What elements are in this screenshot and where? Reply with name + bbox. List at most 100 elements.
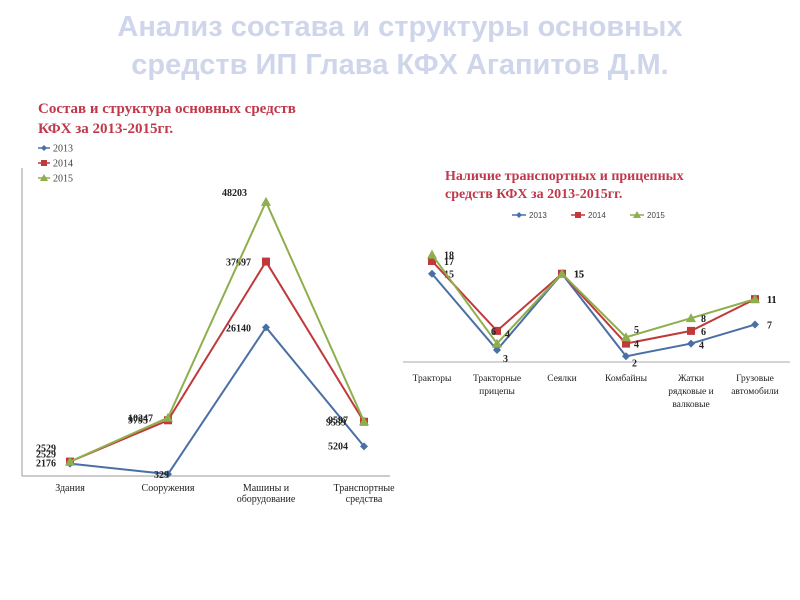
chart1-legend-label: 2013	[53, 144, 73, 155]
chart1-series-line-2013	[69, 325, 365, 476]
chart1-title-line1: Состав и структура основных средств	[38, 101, 296, 117]
chart2-x-tick-label: валковые	[672, 400, 709, 410]
chart1-series: 2176329261405204252997953769795392529102…	[36, 188, 369, 481]
chart2-point-2013	[751, 320, 759, 329]
chart1-data-label-2014: 9795	[128, 415, 148, 426]
chart2-data-label-2015: 18	[444, 251, 454, 262]
slide-title: Анализ состава и структуры основных сред…	[0, 8, 800, 84]
chart2-data-label-2014: 17	[444, 257, 454, 268]
chart2-data-label-2013: 4	[699, 341, 704, 352]
chart1-data-label-2015: 48203	[222, 188, 247, 199]
chart2-point-2015	[621, 332, 631, 342]
chart1-legend-marker	[40, 174, 48, 181]
chart1-x-tick-label: Машины и	[243, 483, 290, 494]
chart1-point-2013	[360, 442, 368, 451]
chart1-data-label-2013: 329	[154, 470, 169, 481]
chart2-point-2015	[427, 249, 437, 259]
chart1-series-line-2015	[69, 199, 365, 463]
chart2-data-label-2014: 6	[491, 327, 496, 338]
chart2-series-line-2014	[431, 260, 756, 345]
chart1-x-tick-label: Транспортные	[333, 483, 395, 494]
chart2-legend-marker	[633, 211, 641, 218]
chart1-legend-marker	[41, 160, 47, 166]
chart2-x-tick-label: прицепы	[479, 387, 515, 397]
chart1-title-line2: КФХ за 2013-2015гг.	[38, 121, 173, 137]
chart1-point-2013	[262, 323, 270, 332]
chart1-legend-marker	[41, 145, 47, 151]
chart2-point-2014	[687, 326, 695, 335]
chart2-axes: Тракторы Тракторные прицепы Сеялки Комбайны Ж…	[403, 361, 790, 410]
chart1-point-2015	[261, 196, 271, 206]
chart2-data-label-2013: 7	[767, 321, 772, 332]
chart2-data-label-2014: 4	[634, 340, 639, 351]
chart2-data-label-2013: 15	[444, 270, 454, 281]
chart1-data-label-2013: 26140	[226, 323, 251, 334]
chart1-data-label-2014: 9539	[326, 418, 346, 429]
chart2-series-line-2013	[431, 272, 756, 358]
chart2-data-label-2015: 5	[634, 325, 639, 336]
chart2-legend-label: 2014	[588, 211, 606, 220]
chart2-point-2013	[493, 345, 501, 354]
chart2-data-label-2013: 3	[503, 354, 508, 365]
chart1-legend-label: 2015	[53, 174, 73, 185]
chart1-data-label-2013: 2176	[36, 459, 56, 470]
chart2-data-label-2014: 11	[767, 295, 776, 306]
chart2-x-tick-label: Комбайны	[605, 373, 648, 384]
chart1-x-tick-label: Здания	[55, 483, 85, 494]
chart1-legend-label: 2014	[53, 159, 73, 170]
chart1-point-2013	[164, 470, 172, 479]
chart2-point-2015	[750, 294, 760, 304]
chart2-data-label-2013: 15	[574, 270, 584, 281]
chart2-x-tick-label: рядковые и	[668, 387, 713, 397]
chart1-x-tick-label: оборудование	[237, 494, 296, 505]
chart1-data-label-2015: 2529	[36, 444, 56, 455]
chart2-x-tick-label: Тракторные	[473, 374, 521, 384]
slide-title-line2: средств ИП Глава КФХ Агапитов Д.М.	[131, 49, 669, 81]
chart1-data-label-2015: 10247	[128, 414, 153, 425]
chart1-legend: 2013 2014 2015	[38, 144, 73, 185]
chart2-data-label-2014: 15	[574, 270, 584, 281]
chart1-point-2014	[262, 257, 270, 266]
chart2-data-label-2015: 15	[574, 270, 584, 281]
chart1-data-label-2014: 2529	[36, 450, 56, 461]
chart2-point-2015	[686, 313, 696, 323]
chart1-point-2015	[163, 412, 173, 422]
chart2-data-label-2015: 8	[701, 314, 706, 325]
chart2-data-label-2015: 4	[505, 330, 510, 341]
chart2-legend: 2013 2014 2015	[512, 211, 665, 220]
chart2-legend-marker	[516, 212, 522, 218]
chart2-legend-label: 2013	[529, 211, 547, 220]
chart2-point-2013	[687, 339, 695, 348]
chart2-title-line1: Наличие транспортных и прицепных	[445, 169, 684, 184]
chart2-point-2014	[428, 257, 436, 266]
chart2-title-line2: средств КФХ за 2013-2015гг.	[445, 187, 622, 202]
chart1-data-label-2013: 5204	[328, 441, 348, 452]
chart1-x-tick-label: средства	[346, 494, 383, 505]
chart2-point-2014	[622, 339, 630, 348]
chart2-point-2014	[493, 326, 501, 335]
chart2-data-label-2015: 11	[767, 295, 776, 306]
chart2-legend-label: 2015	[647, 211, 665, 220]
chart2-point-2015	[492, 338, 502, 348]
chart1-series-line-2014	[69, 259, 365, 463]
chart2-x-tick-label: Тракторы	[413, 374, 452, 384]
chart2-point-2015	[557, 268, 567, 278]
chart2-legend-marker	[575, 212, 581, 218]
slide-title-line1: Анализ состава и структуры основных	[117, 11, 683, 43]
chart2-x-tick-label: Жатки	[678, 374, 704, 384]
chart2-point-2013	[622, 352, 630, 361]
chart1-x-tick-label: Сооружения	[142, 483, 195, 494]
chart1-point-2015	[359, 416, 369, 426]
chart2-data-label-2014: 6	[701, 327, 706, 338]
chart1-data-label-2015: 9597	[328, 415, 348, 426]
chart2-x-tick-label: Грузовые	[736, 374, 774, 384]
chart1-point-2015	[65, 456, 75, 466]
chart2-x-tick-label: автомобили	[731, 386, 779, 397]
chart2-x-tick-label: Сеялки	[547, 374, 576, 384]
chart2-point-2013	[428, 269, 436, 278]
chart2-series-line-2015	[431, 254, 756, 346]
